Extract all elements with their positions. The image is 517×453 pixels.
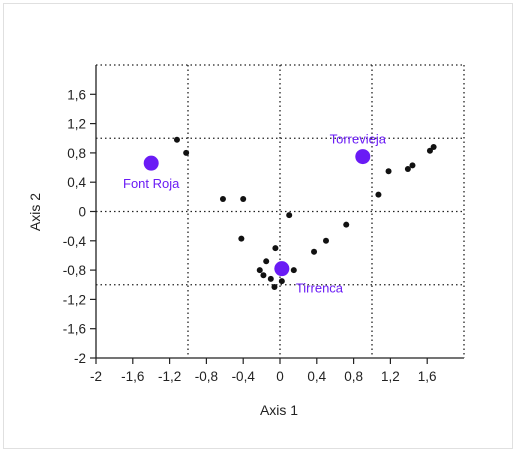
sample-point <box>272 245 279 252</box>
reference-lines <box>96 65 464 358</box>
y-axis: 1,6 1,2 0,8 0,4 0 -0,4 -0,8 -1,2 -1,6 -2 <box>63 87 96 366</box>
x-tick-label: 1,6 <box>418 369 437 384</box>
x-tick-label: 0 <box>276 369 284 384</box>
sample-point <box>409 162 416 169</box>
y-tick-label: 1,6 <box>67 87 86 102</box>
sample-point <box>238 235 245 242</box>
sample-point <box>426 147 433 154</box>
sample-point <box>278 278 285 285</box>
x-axis-label: Axis 1 <box>260 402 298 418</box>
y-tick-label: -2 <box>74 351 86 366</box>
x-tick-label: 0,8 <box>344 369 363 384</box>
y-tick-label: -0,8 <box>63 263 86 278</box>
x-tick-label: -0,4 <box>232 369 256 384</box>
y-tick-label: -1,2 <box>63 292 86 307</box>
sample-point <box>311 248 318 255</box>
site-point <box>274 261 290 277</box>
site-label: Tirrenca <box>296 281 344 296</box>
sample-point <box>183 149 190 156</box>
y-tick-label: 1,2 <box>67 117 86 132</box>
sample-point <box>323 237 329 244</box>
y-tick-label: 0 <box>78 205 86 220</box>
x-tick-label: 0,4 <box>307 369 326 384</box>
x-tick-label: -1,2 <box>158 369 181 384</box>
y-axis-label: Axis 2 <box>27 193 43 231</box>
sample-point <box>260 272 267 279</box>
site-point <box>355 149 371 165</box>
sample-point <box>267 275 274 282</box>
chart-frame <box>3 3 513 449</box>
sample-point <box>271 283 278 290</box>
site-point <box>143 155 159 171</box>
y-tick-label: 0,4 <box>67 175 86 190</box>
x-tick-label: -1,6 <box>121 369 144 384</box>
sample-point <box>240 196 247 203</box>
sample-point <box>430 144 437 151</box>
y-tick-label: -1,6 <box>63 322 86 337</box>
sample-point <box>375 191 382 198</box>
sample-point <box>256 267 263 274</box>
sample-point <box>263 258 270 265</box>
x-tick-label: 1,2 <box>381 369 400 384</box>
sample-point <box>173 136 180 143</box>
x-tick-label: -0,8 <box>195 369 218 384</box>
sample-point <box>343 221 350 228</box>
sample-point <box>290 267 297 274</box>
sample-point <box>219 196 226 203</box>
site-label: Font Roja <box>123 176 180 191</box>
sample-point <box>385 168 392 175</box>
x-axis: -2 -1,6 -1,2 -0,8 -0,4 0 0,4 0,8 1,2 1,6 <box>90 358 437 384</box>
data-points: Font Roja Torrevieja Tirrenca <box>123 132 437 296</box>
sample-point <box>404 166 411 173</box>
y-tick-label: -0,4 <box>63 234 87 249</box>
y-tick-label: 0,8 <box>67 146 86 161</box>
site-label: Torrevieja <box>330 132 387 147</box>
x-tick-label: -2 <box>90 369 102 384</box>
sample-point <box>286 212 293 219</box>
